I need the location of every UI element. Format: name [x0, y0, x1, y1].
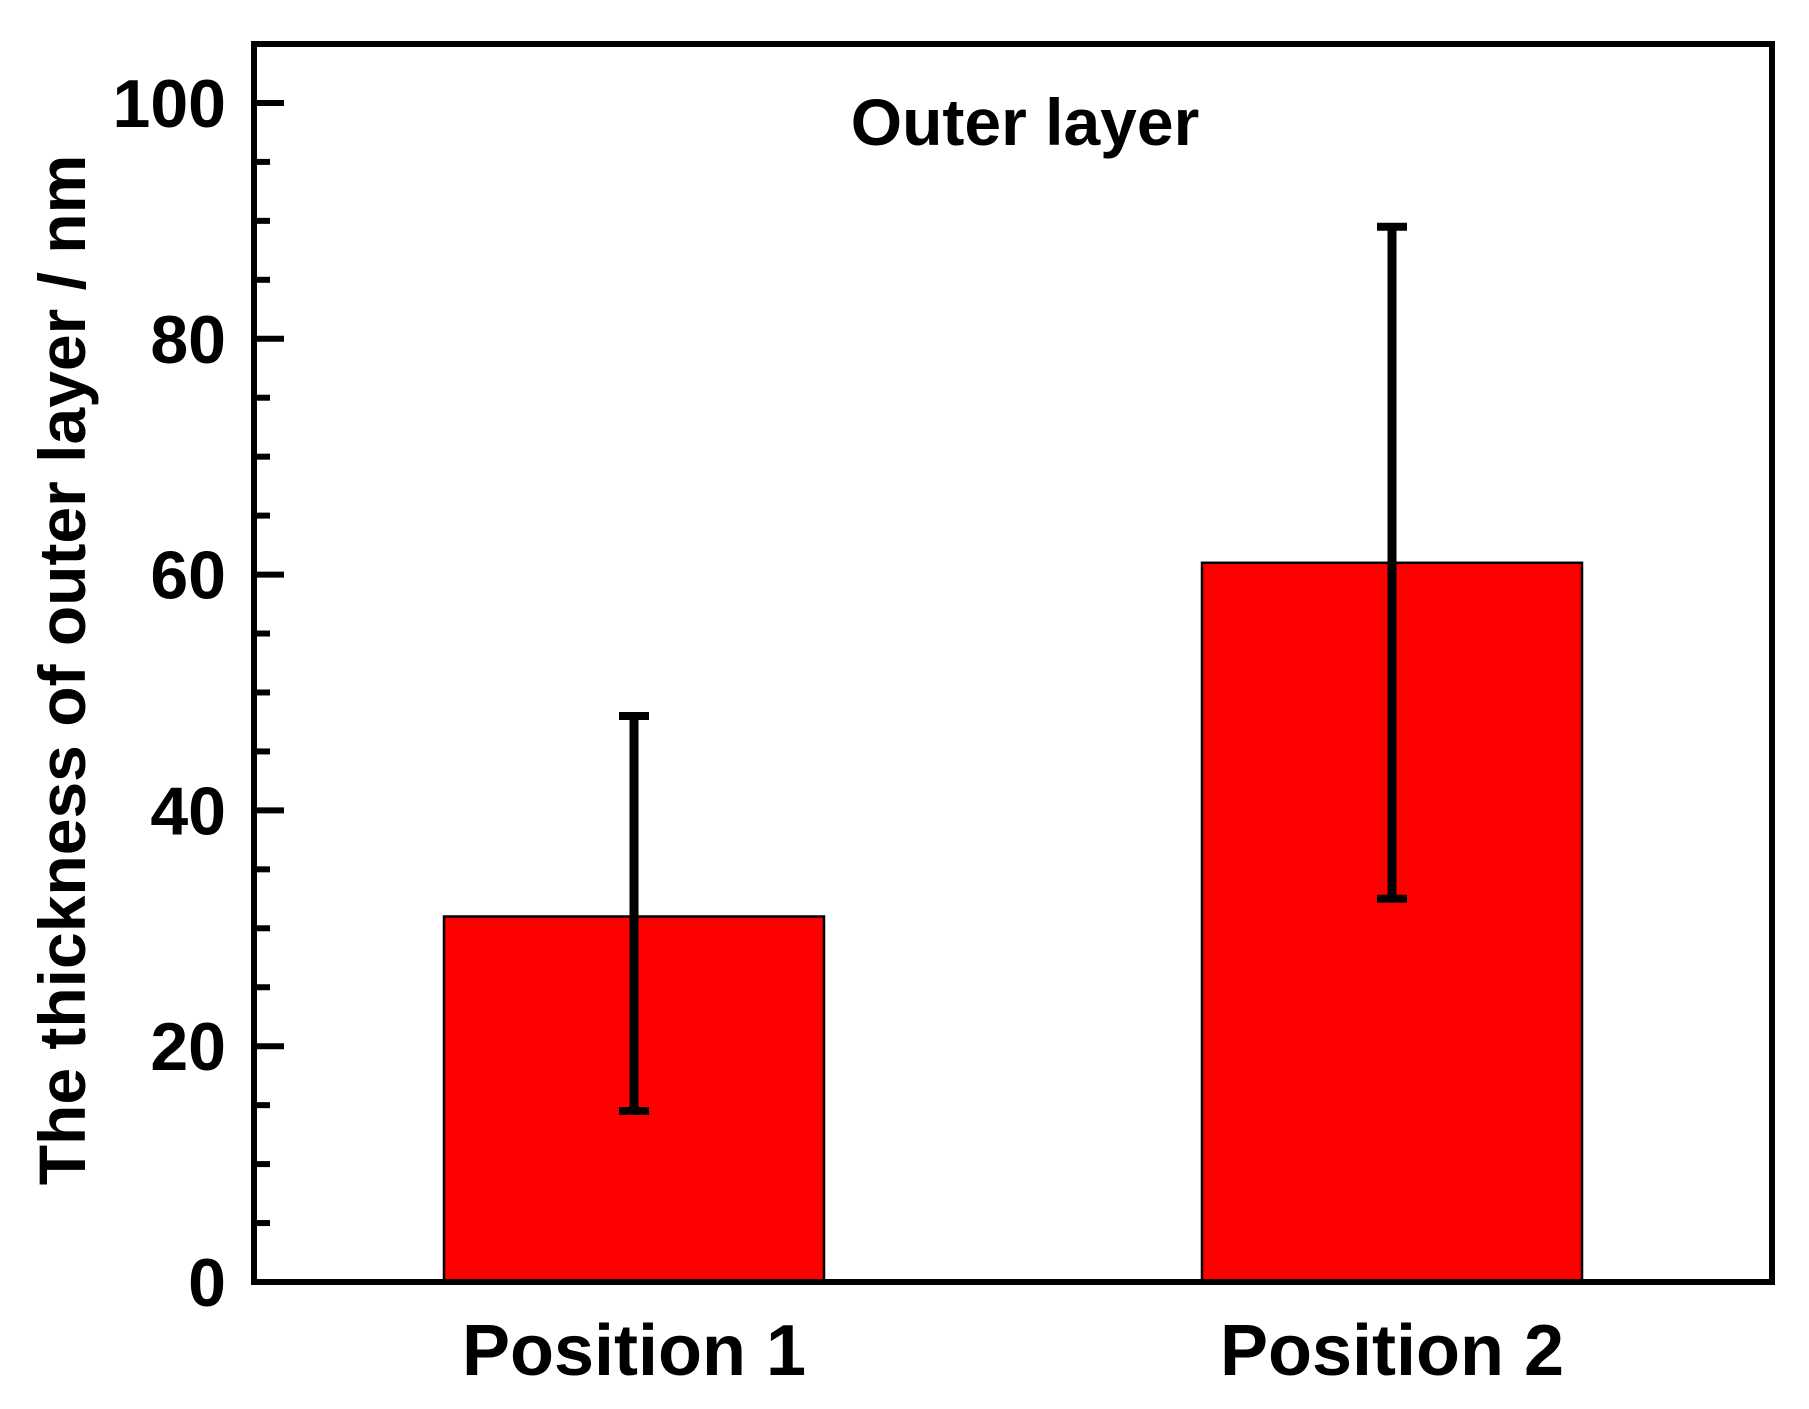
x-tick-label: Position 1 — [462, 1311, 806, 1391]
axes-layer — [251, 41, 1775, 1285]
y-tick-label: 40 — [150, 773, 226, 849]
x-tick-label: Position 2 — [1220, 1311, 1564, 1391]
plot-frame — [251, 41, 1775, 1285]
y-tick-label: 80 — [150, 302, 226, 378]
error-bars-layer — [619, 222, 1407, 1116]
y-axis-label: The thickness of outer layer / nm — [25, 155, 99, 1186]
chart-title: Outer layer — [851, 85, 1200, 159]
x-tick-labels: Position 1 Position 2 — [462, 1311, 1564, 1391]
y-tick-label: 0 — [188, 1245, 226, 1321]
bars-layer — [442, 561, 1584, 1284]
error-bar-2 — [1377, 222, 1407, 903]
error-bar-1 — [619, 712, 649, 1116]
y-tick-label: 20 — [150, 1009, 226, 1085]
y-tick-label: 60 — [150, 538, 226, 614]
y-tick-labels: 0 20 40 60 80 100 — [113, 66, 226, 1321]
y-tick-label: 100 — [113, 66, 226, 142]
